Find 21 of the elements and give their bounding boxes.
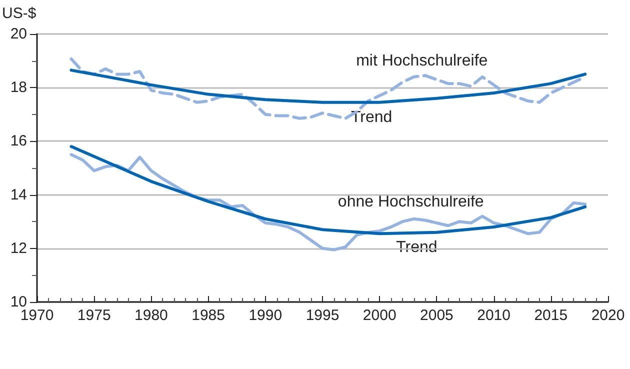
x-tick-label: 1980 <box>134 307 168 324</box>
y-tick-label: 14 <box>10 186 27 204</box>
line-series <box>70 68 587 104</box>
series-label: ohne Hochschulreife <box>338 193 484 210</box>
y-tick-label: 18 <box>10 79 27 96</box>
x-tick-label: 1985 <box>192 307 225 324</box>
y-tick-label: 20 <box>10 26 27 42</box>
x-tick-label: 1975 <box>77 307 111 324</box>
y-tick-label: 16 <box>10 132 27 150</box>
x-tick-label: 2020 <box>591 307 625 324</box>
x-tick-label: 2015 <box>534 307 568 324</box>
y-axis-title: US-$ <box>2 5 37 22</box>
x-tick-label: 2005 <box>420 307 454 324</box>
x-tick-label: 2010 <box>477 307 510 324</box>
y-tick-label: 12 <box>10 240 27 257</box>
x-tick-label: 2000 <box>362 307 396 324</box>
x-tick-label: 1995 <box>306 307 340 324</box>
line-series <box>70 145 587 236</box>
series-label: mit Hochschulreife <box>356 52 488 70</box>
x-tick-label: 1990 <box>248 307 282 324</box>
series-label: Trend <box>351 108 392 126</box>
